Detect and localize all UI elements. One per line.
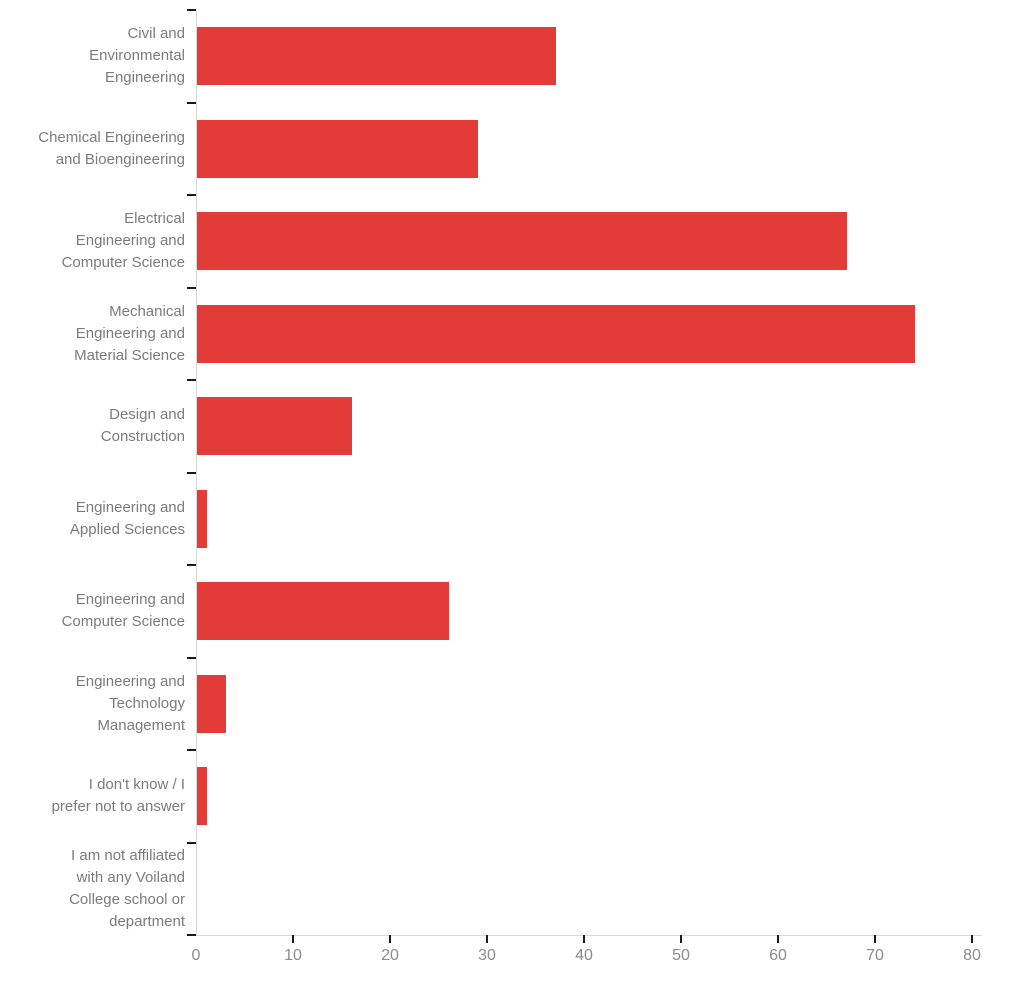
category-label: Engineering and Computer Science <box>61 591 185 631</box>
category-label: Design and Construction <box>100 406 185 446</box>
x-axis-tick-label: 0 <box>191 947 201 964</box>
y-axis-tick <box>187 101 196 104</box>
x-axis-tick <box>486 935 488 943</box>
x-axis-tick <box>971 935 973 943</box>
y-axis-tick <box>187 471 196 474</box>
category-label: Engineering and Applied Sciences <box>69 498 185 538</box>
category-label: I am not affiliated with any Voiland Col… <box>69 846 185 930</box>
bar <box>197 767 207 826</box>
y-axis-tick <box>187 9 196 11</box>
category-label: Civil and Environmental Engineering <box>89 25 185 87</box>
y-axis-tick <box>187 749 196 751</box>
bar <box>197 397 352 456</box>
category-label: Engineering and Technology Management <box>75 672 185 734</box>
y-axis-line <box>196 10 197 935</box>
category-label: Mechanical Engineering and Material Scie… <box>74 302 185 364</box>
y-axis-tick <box>187 286 196 289</box>
x-axis-tick-label: 60 <box>769 947 787 964</box>
bar <box>197 27 556 86</box>
x-axis-tick-label: 20 <box>381 947 399 964</box>
category-label: Electrical Engineering and Computer Scie… <box>61 210 185 272</box>
y-axis-tick <box>187 564 196 566</box>
y-axis-tick <box>187 194 196 196</box>
category-label: I don't know / I prefer not to answer <box>51 776 185 816</box>
y-axis-tick <box>187 379 196 381</box>
bar <box>197 674 226 733</box>
y-axis-tick <box>187 841 196 844</box>
bar <box>197 119 478 178</box>
category-label: Chemical Engineering and Bioengineering <box>38 128 185 168</box>
bar <box>197 212 847 271</box>
bar <box>197 489 207 548</box>
x-axis-tick-label: 70 <box>866 947 884 964</box>
x-axis-tick-label: 30 <box>478 947 496 964</box>
x-axis-tick-label: 40 <box>575 947 593 964</box>
x-axis-line <box>196 935 982 936</box>
x-axis-tick <box>680 935 682 943</box>
bar <box>197 582 449 641</box>
x-axis-tick <box>292 935 294 943</box>
y-axis-tick <box>187 656 196 659</box>
x-axis-tick-label: 10 <box>284 947 302 964</box>
x-axis-tick <box>874 935 876 943</box>
y-axis-tick <box>187 934 196 936</box>
x-axis-tick <box>389 935 391 943</box>
x-axis-tick-label: 50 <box>672 947 690 964</box>
x-axis-tick <box>777 935 779 943</box>
x-axis-tick-label: 80 <box>963 947 981 964</box>
bar <box>197 304 915 363</box>
x-axis-tick <box>583 935 585 943</box>
